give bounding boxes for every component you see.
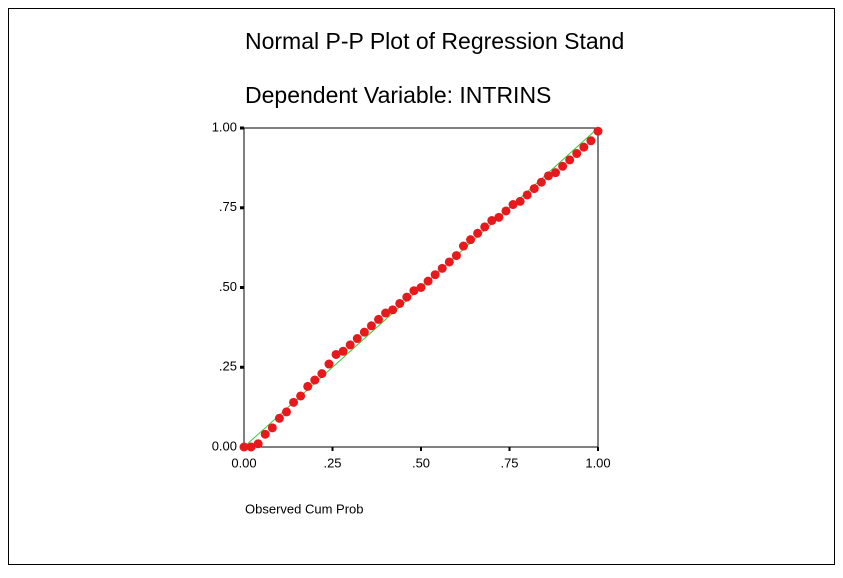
point [536, 177, 546, 187]
point [310, 375, 320, 385]
point [586, 136, 596, 146]
point [239, 442, 249, 452]
x-axis-label: Observed Cum Prob [245, 501, 364, 516]
point [487, 216, 497, 226]
point [473, 228, 483, 238]
point [409, 286, 419, 296]
point [395, 298, 405, 308]
point [529, 184, 539, 194]
point [444, 257, 454, 267]
point [458, 241, 468, 251]
point [565, 155, 575, 165]
point [303, 381, 313, 391]
y-tick-label: 1.00 [212, 119, 237, 134]
y-tick-label: .75 [219, 199, 237, 214]
point [430, 270, 440, 280]
y-tick-label: .50 [219, 279, 237, 294]
point [281, 407, 291, 417]
x-tick-label: .25 [323, 455, 341, 470]
point [451, 251, 461, 261]
point [543, 171, 553, 181]
point [501, 206, 511, 216]
point [416, 283, 426, 292]
point [593, 126, 603, 136]
point [480, 222, 490, 232]
point [466, 235, 476, 245]
x-tick-label: .50 [412, 455, 430, 470]
point [437, 263, 447, 273]
point [579, 142, 589, 152]
chart-title: Normal P-P Plot of Regression Stand [245, 28, 624, 54]
point [345, 340, 355, 350]
point [338, 346, 348, 356]
point [402, 292, 412, 302]
point [374, 314, 384, 324]
point [494, 212, 504, 222]
frame [8, 8, 835, 565]
x-tick-label: .75 [500, 455, 518, 470]
point [289, 397, 299, 407]
point [381, 308, 391, 318]
point [324, 359, 334, 369]
point [558, 161, 568, 171]
point [253, 439, 263, 449]
point [522, 190, 532, 200]
point [572, 149, 582, 159]
point [423, 276, 433, 286]
point [508, 200, 518, 210]
point [359, 327, 369, 337]
x-tick-label: 1.00 [585, 455, 610, 470]
y-tick-label: .25 [219, 359, 237, 374]
point [317, 369, 327, 379]
point [331, 349, 341, 359]
chart-subtitle: Dependent Variable: INTRINS [245, 82, 551, 108]
x-tick-label: 0.00 [231, 455, 256, 470]
point [352, 334, 362, 344]
point [267, 423, 277, 433]
point [515, 196, 525, 206]
point [388, 305, 398, 315]
point [246, 442, 256, 452]
point [296, 391, 306, 401]
point [260, 429, 270, 439]
y-tick-label: 0.00 [212, 438, 237, 453]
point [274, 413, 284, 423]
point [551, 168, 561, 178]
point [366, 321, 376, 331]
